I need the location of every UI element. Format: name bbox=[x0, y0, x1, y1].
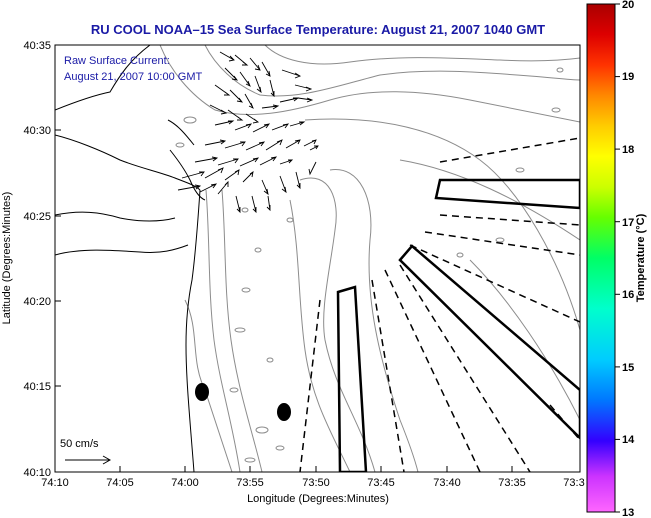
station-marker bbox=[195, 383, 209, 401]
y-tick-label: 40:20 bbox=[23, 296, 51, 308]
colorbar-tick-label: 15 bbox=[622, 362, 634, 374]
x-tick-label: 73:50 bbox=[302, 477, 330, 489]
colorbar-tick-label: 19 bbox=[622, 71, 634, 83]
x-axis-label: Longitude (Degrees:Minutes) bbox=[247, 493, 389, 505]
y-tick-label: 40:30 bbox=[23, 125, 51, 137]
x-tick-label: 73:35 bbox=[498, 477, 526, 489]
x-tick-label: 73:55 bbox=[236, 477, 264, 489]
colorbar-tick-label: 20 bbox=[622, 0, 634, 11]
map-title: RU COOL NOAA–15 Sea Surface Temperature:… bbox=[91, 22, 545, 37]
survey-boxes bbox=[336, 178, 580, 472]
temperature-colorbar: 20 19 18 17 16 15 14 13 Temperature (°C) bbox=[586, 0, 647, 518]
colorbar-tick-label: 17 bbox=[622, 217, 634, 229]
x-tick-label: 73:3 bbox=[563, 477, 584, 489]
axis-tick-marks bbox=[54, 44, 513, 473]
colorbar-label: Temperature (°C) bbox=[635, 213, 647, 302]
map-plot-area bbox=[55, 45, 580, 472]
x-tick-labels: 74:10 74:05 74:00 73:55 73:50 73:45 73:4… bbox=[41, 477, 584, 489]
colorbar-tick-label: 14 bbox=[622, 434, 635, 446]
contour-speckles bbox=[175, 67, 564, 463]
colorbar-tick-label: 13 bbox=[622, 507, 634, 518]
y-tick-label: 40:15 bbox=[23, 381, 51, 393]
x-tick-label: 73:40 bbox=[433, 477, 461, 489]
y-tick-label: 40:35 bbox=[23, 40, 51, 52]
x-tick-label: 74:10 bbox=[41, 477, 69, 489]
colorbar-tick-label: 16 bbox=[622, 289, 634, 301]
scale-arrow bbox=[65, 455, 112, 465]
scale-label: 50 cm/s bbox=[60, 438, 99, 450]
coastline bbox=[55, 45, 206, 472]
station-marker bbox=[277, 403, 291, 421]
annotation-line-1: Raw Surface Current: bbox=[64, 55, 170, 67]
bathymetry-contours bbox=[159, 45, 580, 472]
surface-current-arrows bbox=[177, 51, 319, 214]
annotation-line-2: August 21, 2007 10:00 GMT bbox=[64, 71, 202, 83]
y-tick-labels: 40:35 40:30 40:25 40:20 40:15 40:10 bbox=[23, 40, 51, 479]
y-tick-label: 40:10 bbox=[23, 467, 51, 479]
y-axis-label: Latitude (Degrees:Minutes) bbox=[1, 192, 13, 325]
x-tick-label: 73:45 bbox=[367, 477, 395, 489]
colorbar-tick-label: 18 bbox=[622, 144, 634, 156]
y-tick-label: 40:25 bbox=[23, 211, 51, 223]
x-tick-label: 74:05 bbox=[106, 477, 134, 489]
x-tick-label: 74:00 bbox=[171, 477, 199, 489]
plot-frame bbox=[54, 44, 581, 473]
